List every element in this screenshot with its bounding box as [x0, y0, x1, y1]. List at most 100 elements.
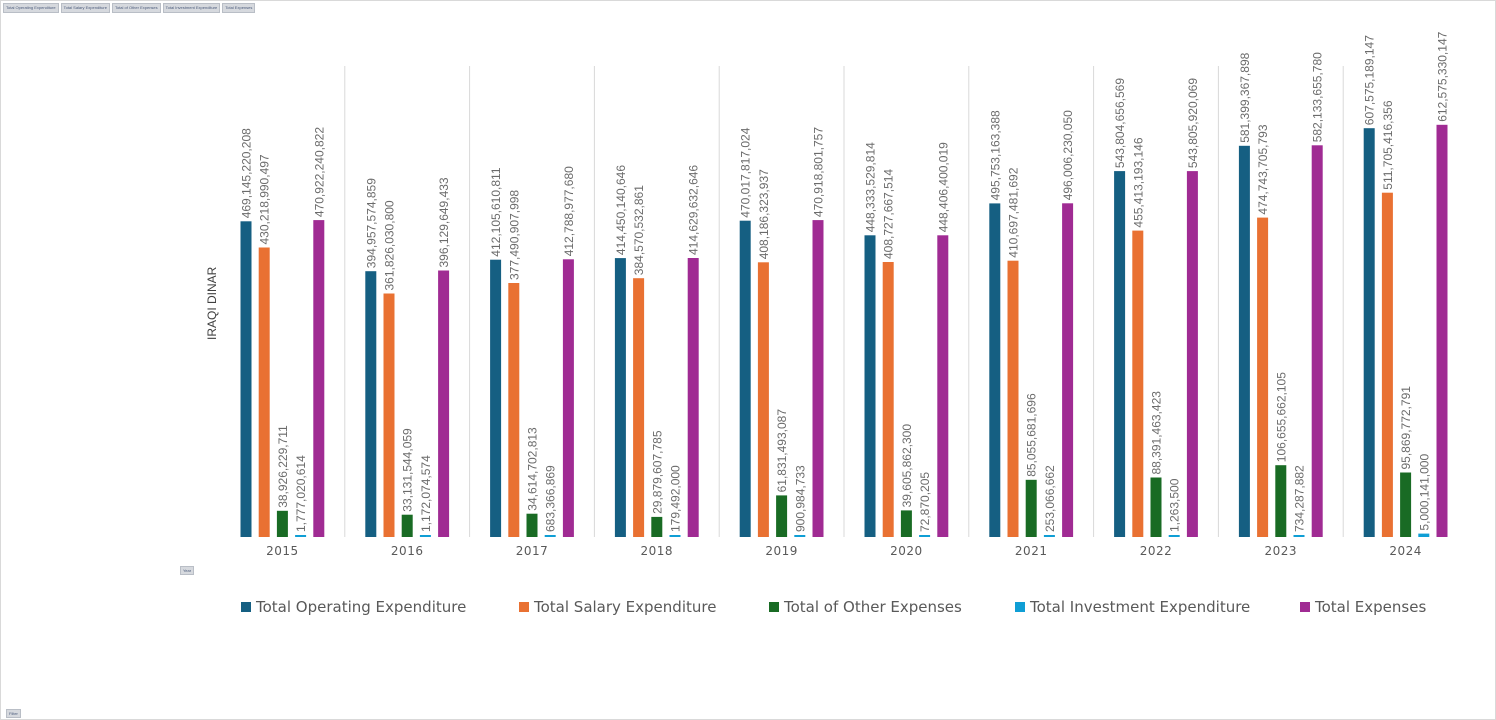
field-button-operating[interactable]: Total Operating Expenditure	[3, 3, 59, 13]
bar[interactable]	[544, 535, 556, 537]
data-label: 361,826,030,800	[383, 200, 397, 290]
bar[interactable]	[687, 258, 699, 537]
bar[interactable]	[313, 220, 325, 537]
legend-item-other[interactable]: Total of Other Expenses	[769, 598, 962, 616]
bar[interactable]	[258, 247, 270, 538]
bar[interactable]	[794, 535, 806, 537]
data-label: 34,614,702,813	[526, 427, 540, 511]
data-label: 470,922,240,822	[312, 127, 326, 217]
data-label: 1,263,500	[1168, 478, 1182, 532]
bar[interactable]	[757, 262, 769, 537]
bar[interactable]	[812, 220, 824, 537]
legend-item-salary[interactable]: Total Salary Expenditure	[519, 598, 716, 616]
bar[interactable]	[1418, 533, 1430, 537]
bar[interactable]	[1114, 171, 1126, 537]
field-button-salary[interactable]: Total Salary Expenditure	[60, 3, 110, 13]
data-label: 612,575,330,147	[1436, 31, 1450, 121]
data-label: 581,399,367,898	[1238, 52, 1252, 142]
filter-field-button[interactable]: Filter	[6, 709, 21, 718]
category-label: 2015	[266, 544, 299, 558]
data-label: 408,186,323,937	[757, 169, 771, 259]
bar[interactable]	[401, 514, 413, 537]
legend-label: Total of Other Expenses	[784, 598, 962, 616]
data-label: 474,743,705,793	[1256, 124, 1270, 214]
legend-label: Total Operating Expenditure	[256, 598, 467, 616]
data-labels: 469,145,220,208 430,218,990,497 38,926,229…	[240, 31, 1450, 532]
bar[interactable]	[1132, 230, 1144, 537]
bar[interactable]	[1257, 217, 1269, 537]
bar[interactable]	[1363, 128, 1375, 537]
field-button-total[interactable]: Total Expenses	[222, 3, 256, 13]
data-label: 1,777,020,614	[294, 455, 308, 532]
bar[interactable]	[669, 535, 681, 537]
bar[interactable]	[614, 258, 626, 537]
bar[interactable]	[937, 235, 949, 538]
bar[interactable]	[1007, 260, 1019, 537]
data-label: 394,957,574,859	[364, 178, 378, 268]
data-label: 455,413,193,146	[1131, 137, 1145, 227]
legend-item-total[interactable]: Total Expenses	[1300, 598, 1426, 616]
bar[interactable]	[526, 513, 538, 537]
bar[interactable]	[1275, 465, 1287, 537]
data-label: 900,984,733	[793, 465, 807, 532]
bar[interactable]	[776, 495, 788, 537]
data-label: 734,287,882	[1293, 465, 1307, 532]
data-label: 1,172,074,574	[419, 455, 433, 532]
data-label: 543,804,656,569	[1113, 78, 1127, 168]
data-label: 85,055,681,696	[1025, 393, 1039, 477]
data-label: 582,133,655,780	[1311, 52, 1325, 142]
bar[interactable]	[1150, 477, 1162, 538]
bar[interactable]	[365, 271, 377, 537]
bar[interactable]	[1293, 535, 1305, 537]
data-label: 396,129,649,433	[437, 177, 451, 267]
bar[interactable]	[1168, 535, 1180, 537]
data-label: 683,366,869	[544, 465, 558, 532]
bar[interactable]	[633, 278, 645, 537]
field-button-investment[interactable]: Total Investment Expenditure	[162, 3, 221, 13]
bar[interactable]	[1400, 472, 1412, 538]
data-label: 106,655,662,105	[1274, 372, 1288, 462]
legend-item-operating[interactable]: Total Operating Expenditure	[241, 598, 466, 616]
bar[interactable]	[882, 262, 894, 537]
category-label: 2019	[765, 544, 798, 558]
bar[interactable]	[900, 510, 912, 537]
bar[interactable]	[989, 203, 1001, 537]
data-label: 496,006,230,050	[1061, 110, 1075, 200]
bar[interactable]	[419, 535, 431, 537]
data-label: 61,831,493,087	[775, 409, 789, 493]
category-label: 2022	[1140, 544, 1173, 558]
bar[interactable]	[1186, 171, 1198, 537]
bar[interactable]	[1311, 145, 1323, 538]
data-label: 5,000,141,000	[1417, 454, 1431, 531]
legend-swatch	[241, 602, 251, 612]
data-label: 412,788,977,680	[562, 166, 576, 256]
bar[interactable]	[864, 235, 876, 538]
bar[interactable]	[1043, 535, 1055, 537]
legend-label: Total Expenses	[1315, 598, 1427, 616]
category-axis-labels: 2015 2016 2017 2018 2019 2020 2021 2022 2023 2024	[266, 544, 1421, 558]
bar[interactable]	[739, 220, 751, 537]
pivot-value-field-buttons: Total Operating Expenditure Total Salary…	[3, 3, 256, 13]
bar[interactable]	[651, 516, 663, 537]
field-button-other[interactable]: Total of Other Expenses	[111, 3, 161, 13]
legend-label: Total Salary Expenditure	[534, 598, 717, 616]
bar[interactable]	[490, 259, 502, 537]
data-label: 448,406,400,019	[936, 142, 950, 232]
bar[interactable]	[295, 535, 307, 537]
bar[interactable]	[1238, 145, 1250, 538]
legend-item-investment[interactable]: Total Investment Expenditure	[1015, 598, 1250, 616]
bar[interactable]	[508, 283, 520, 537]
category-label: 2018	[641, 544, 674, 558]
bar[interactable]	[1025, 479, 1037, 537]
bar[interactable]	[919, 535, 931, 537]
bar[interactable]	[1436, 124, 1448, 538]
bar[interactable]	[383, 293, 395, 538]
data-label: 470,017,817,024	[739, 127, 753, 217]
bar[interactable]	[1062, 203, 1074, 538]
bar[interactable]	[438, 270, 450, 538]
axis-field-button-year[interactable]: Year	[180, 566, 195, 575]
bar[interactable]	[276, 510, 288, 537]
bar[interactable]	[562, 259, 574, 537]
bar[interactable]	[1381, 192, 1393, 537]
bar[interactable]	[240, 221, 252, 538]
